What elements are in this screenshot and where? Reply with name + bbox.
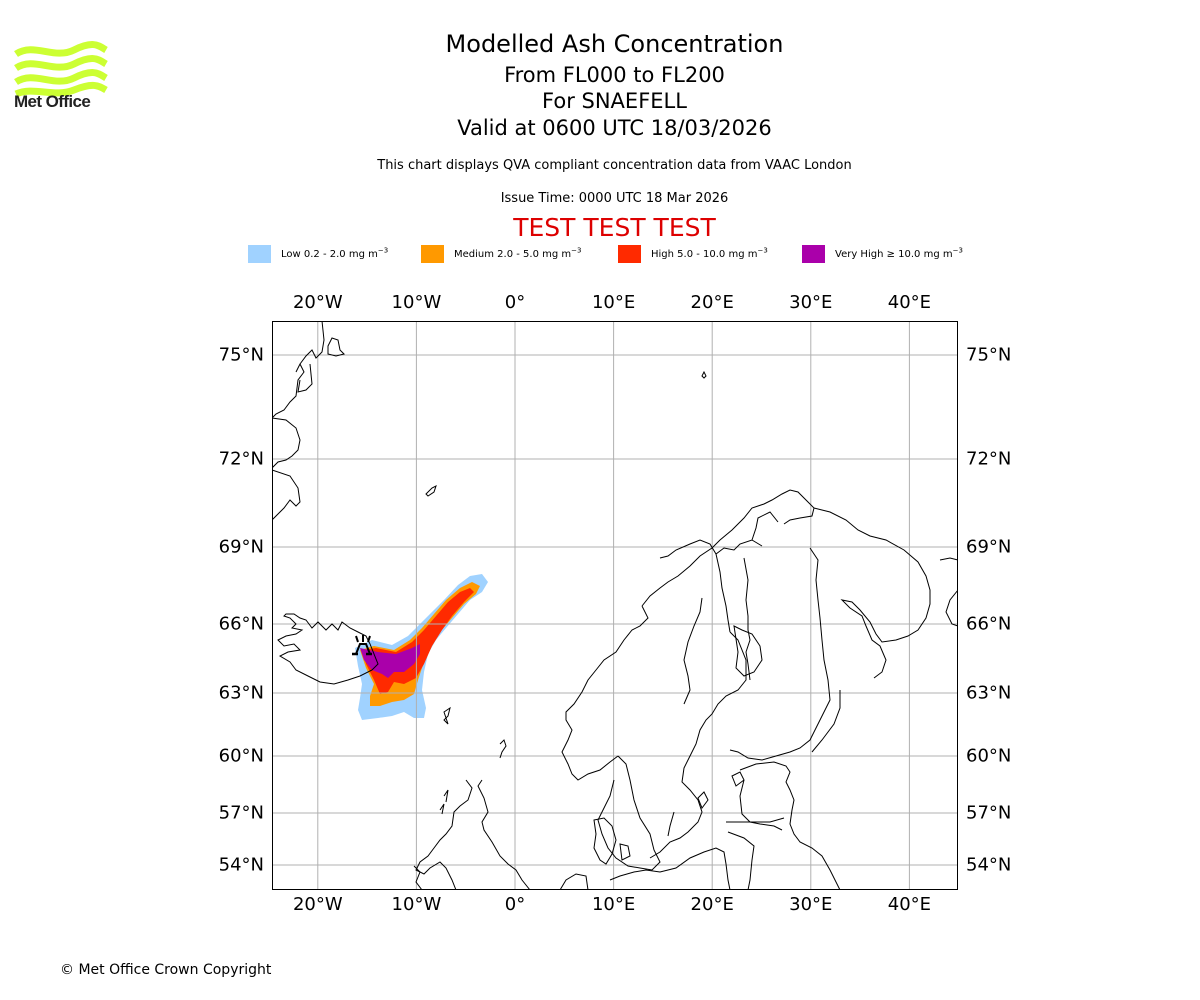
longitude-tick-label-top: 0° <box>504 292 526 313</box>
latitude-tick-label-right: 69°N <box>966 536 1012 558</box>
coast-denmark <box>593 817 631 865</box>
coast-scotland <box>415 779 531 890</box>
coastlines <box>272 321 958 890</box>
latitude-tick-label-right: 72°N <box>966 448 1012 470</box>
latitude-tick-label-left: 66°N <box>218 613 264 635</box>
coast-ireland <box>413 865 423 890</box>
logo-wave-2 <box>14 55 108 72</box>
volcano-plume-lines <box>355 635 371 643</box>
latitude-tick-label-left: 72°N <box>218 448 264 470</box>
coast-faroes <box>443 706 451 725</box>
latitude-tick-label-right: 54°N <box>966 854 1012 876</box>
longitude-tick-label-bottom: 0° <box>504 894 526 915</box>
longitude-tick-label-bottom: 10°E <box>591 894 636 915</box>
coast-gotland-saaremaa <box>667 771 745 837</box>
longitude-tick-label-bottom: 40°E <box>887 894 932 915</box>
coast-lake-vanern <box>733 625 763 677</box>
map-svg <box>272 321 958 890</box>
volcano-name: For SNAEFELL <box>542 89 687 113</box>
legend-swatch-medium <box>421 245 444 263</box>
longitude-tick-label-top: 30°E <box>789 292 833 313</box>
valid-time: Valid at 0600 UTC 18/03/2026 <box>457 116 772 140</box>
longitude-tick-label-bottom: 10°W <box>391 894 442 915</box>
latitude-tick-label-right: 66°N <box>966 613 1012 635</box>
legend-item-very-high: Very High ≥ 10.0 mg m−3 <box>802 244 963 264</box>
volcano-marker-icon <box>352 635 372 656</box>
legend-label-medium: Medium 2.0 - 5.0 mg m−3 <box>454 246 582 260</box>
latitude-tick-label-left: 60°N <box>218 745 264 767</box>
coast-svalbard-bear-island <box>701 370 707 379</box>
legend-item-high: High 5.0 - 10.0 mg m−3 <box>618 244 768 264</box>
legend-swatch-high <box>618 245 641 263</box>
longitude-tick-label-bottom: 30°E <box>789 894 833 915</box>
latitude-tick-label-right: 60°N <box>966 745 1012 767</box>
longitude-tick-label-top: 10°W <box>391 292 442 313</box>
coast-shetland <box>499 739 507 759</box>
legend-label-high: High 5.0 - 10.0 mg m−3 <box>651 246 768 260</box>
legend-label-low: Low 0.2 - 2.0 mg m−3 <box>281 246 389 260</box>
longitude-tick-label-bottom: 20°W <box>292 894 343 915</box>
flight-level-range: From FL000 to FL200 <box>504 63 725 87</box>
map-border <box>272 321 958 890</box>
latitude-tick-label-right: 63°N <box>966 682 1012 704</box>
coast-greenland-island <box>327 337 345 357</box>
chart-title: Modelled Ash Concentration <box>445 30 784 58</box>
coast-norway <box>561 489 815 781</box>
coast-greenland <box>272 321 325 521</box>
coast-iceland <box>277 613 379 685</box>
legend-swatch-very-high <box>802 245 825 263</box>
latitude-tick-label-left: 54°N <box>218 854 264 876</box>
plume-very-high <box>360 644 420 678</box>
latitude-tick-label-left: 57°N <box>218 802 264 824</box>
legend-item-low: Low 0.2 - 2.0 mg m−3 <box>248 244 388 264</box>
volcano-cone <box>355 643 371 655</box>
longitude-tick-label-top: 10°E <box>591 292 636 313</box>
latitude-tick-label-left: 63°N <box>218 682 264 704</box>
issue-time: Issue Time: 0000 UTC 18 Mar 2026 <box>500 191 729 206</box>
latitude-tick-label-right: 75°N <box>966 344 1012 366</box>
coast-sweden-finland-border <box>659 511 779 681</box>
longitude-tick-label-top: 20°E <box>690 292 734 313</box>
longitude-tick-label-bottom: 20°E <box>690 894 734 915</box>
chart-subtitle: This chart displays QVA compliant concen… <box>377 158 852 173</box>
coast-russia-kola <box>813 507 958 679</box>
logo-wave-3 <box>14 69 108 86</box>
coast-jan-mayen <box>425 485 437 497</box>
graticule <box>272 321 958 890</box>
logo-wave-group <box>14 41 108 98</box>
logo-wave-4 <box>14 81 108 98</box>
map-panel[interactable] <box>272 321 958 890</box>
coast-bothnia <box>649 597 747 859</box>
legend-swatch-low <box>248 245 271 263</box>
met-office-logo-text: Met Office <box>14 92 91 111</box>
latitude-tick-label-left: 69°N <box>218 536 264 558</box>
copyright-notice: © Met Office Crown Copyright <box>60 962 272 978</box>
legend-item-medium: Medium 2.0 - 5.0 mg m−3 <box>421 244 581 264</box>
coast-hebrides <box>439 789 449 815</box>
legend-label-very-high: Very High ≥ 10.0 mg m−3 <box>835 246 963 260</box>
longitude-tick-label-top: 40°E <box>887 292 932 313</box>
test-banner: TEST TEST TEST <box>513 213 716 242</box>
latitude-tick-label-right: 57°N <box>966 802 1012 824</box>
met-office-logo-waves <box>14 41 108 98</box>
longitude-tick-label-top: 20°W <box>292 292 343 313</box>
coast-sweden-south <box>597 755 661 871</box>
logo-wave-1 <box>14 41 108 58</box>
coast-finland <box>729 547 841 761</box>
coast-germany-poland <box>559 847 731 890</box>
latitude-tick-label-left: 75°N <box>218 344 264 366</box>
coast-baltic-states <box>726 761 841 890</box>
ash-plume <box>355 574 488 720</box>
